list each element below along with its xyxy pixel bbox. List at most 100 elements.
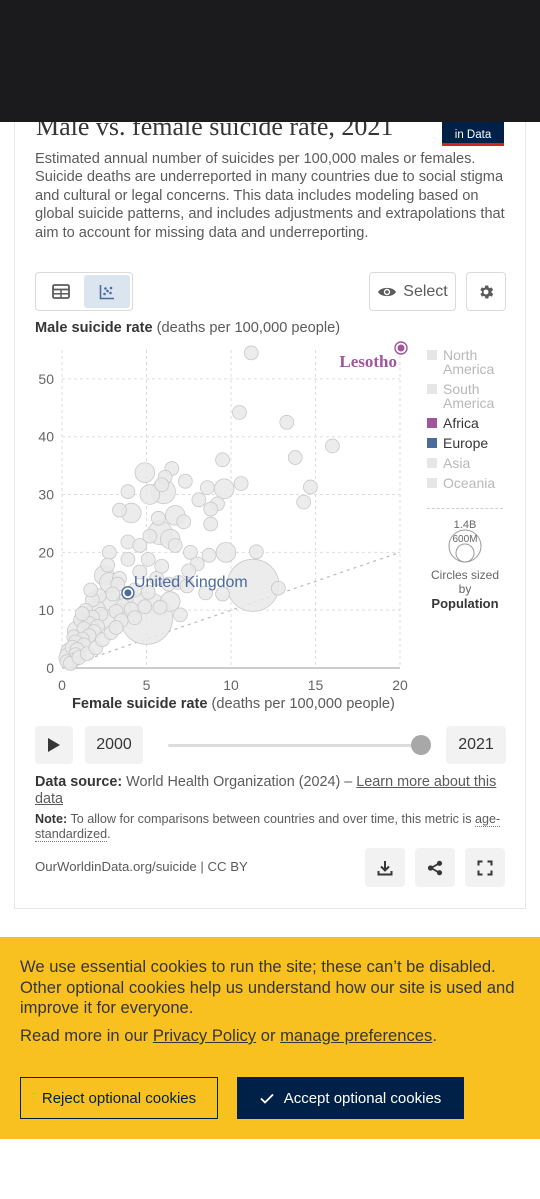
- data-point[interactable]: [201, 547, 217, 563]
- legend-label: Africa: [443, 415, 479, 431]
- data-point[interactable]: [120, 551, 136, 567]
- x-tick-label: 5: [143, 677, 151, 693]
- share-icon: [427, 860, 443, 875]
- data-point[interactable]: [167, 538, 183, 553]
- y-tick-label: 30: [38, 487, 54, 503]
- data-point[interactable]: [132, 538, 148, 553]
- legend-item-asia[interactable]: Asia: [427, 456, 517, 470]
- legend-item-africa[interactable]: Africa: [427, 416, 517, 430]
- data-point[interactable]: [248, 544, 264, 560]
- data-point[interactable]: [203, 501, 219, 517]
- chart-view-tab[interactable]: [84, 275, 130, 308]
- region-legend: North America South America Africa Europe As…: [427, 348, 517, 496]
- data-point[interactable]: [296, 494, 312, 510]
- y-tick-label: 40: [38, 429, 54, 445]
- manage-preferences-link[interactable]: manage preferences: [280, 1026, 433, 1045]
- data-point[interactable]: [101, 545, 117, 560]
- data-point[interactable]: [233, 476, 249, 491]
- data-point[interactable]: [108, 620, 124, 635]
- accept-cookies-button[interactable]: Accept optional cookies: [237, 1077, 464, 1119]
- y-axis-title-unit: (deaths per 100,000 people): [152, 320, 341, 336]
- reject-cookies-button[interactable]: Reject optional cookies: [20, 1077, 218, 1119]
- source-label: Data source:: [35, 774, 123, 790]
- legend-label: North America: [443, 347, 495, 377]
- timeline-track[interactable]: [168, 744, 423, 747]
- data-point[interactable]: [112, 502, 127, 518]
- data-point[interactable]: [183, 545, 198, 560]
- data-point[interactable]: [181, 563, 197, 579]
- share-button[interactable]: [415, 848, 455, 887]
- table-view-tab[interactable]: [38, 275, 84, 308]
- data-point[interactable]: [243, 345, 259, 361]
- data-point[interactable]: [132, 564, 148, 580]
- legend-swatch: [427, 458, 437, 468]
- play-button[interactable]: [35, 726, 73, 764]
- data-point[interactable]: [203, 516, 219, 532]
- data-point[interactable]: [270, 580, 286, 596]
- data-point[interactable]: [287, 450, 303, 465]
- data-point[interactable]: [199, 480, 215, 495]
- data-point[interactable]: [191, 492, 207, 508]
- note-label: Note:: [35, 812, 68, 826]
- logo-text: in Data: [454, 129, 492, 141]
- data-point[interactable]: [198, 585, 214, 601]
- data-point[interactable]: [105, 586, 121, 602]
- x-axis-title: Female suicide rate (deaths per 100,000 …: [72, 696, 395, 712]
- data-point[interactable]: [172, 607, 188, 623]
- end-year[interactable]: 2021: [446, 726, 506, 764]
- data-point[interactable]: [100, 557, 115, 573]
- legend-item-oceania[interactable]: Oceania: [427, 476, 517, 490]
- timeline-handle[interactable]: [411, 735, 431, 755]
- select-entities-button[interactable]: Select: [369, 272, 456, 311]
- data-point[interactable]: [150, 510, 166, 526]
- legend-item-north-america[interactable]: North America: [427, 348, 517, 376]
- data-point[interactable]: [178, 473, 193, 489]
- legend-swatch: [427, 350, 437, 360]
- data-point[interactable]: [325, 438, 340, 454]
- note-text: To allow for comparisons between countri…: [67, 812, 476, 826]
- x-tick-label: 0: [58, 677, 66, 693]
- y-axis-title: Male suicide rate (deaths per 100,000 pe…: [35, 320, 340, 336]
- data-point[interactable]: [215, 542, 237, 563]
- learn-more-link[interactable]: Learn more about this data: [35, 774, 497, 807]
- start-year[interactable]: 2000: [85, 726, 143, 764]
- gear-icon: [480, 284, 494, 299]
- data-point[interactable]: [83, 582, 99, 598]
- data-point[interactable]: [140, 551, 156, 567]
- data-point[interactable]: [140, 584, 156, 600]
- site-link[interactable]: OurWorldinData.org/suicide | CC BY: [35, 859, 248, 874]
- data-point[interactable]: [142, 528, 158, 544]
- scatter-plot[interactable]: 0 10 20 30 40 50 0 5 10 15 20 Lesotho United Kingdom: [20, 340, 420, 700]
- data-point[interactable]: [179, 578, 195, 594]
- status-bar: [0, 0, 540, 56]
- highlight-point[interactable]: [124, 589, 132, 597]
- data-point[interactable]: [176, 514, 192, 530]
- privacy-policy-link[interactable]: Privacy Policy: [152, 1026, 257, 1045]
- owid-logo[interactable]: in Data: [442, 122, 504, 146]
- data-point[interactable]: [215, 452, 230, 468]
- data-point[interactable]: [120, 484, 136, 500]
- download-button[interactable]: [365, 848, 405, 887]
- legend-item-south-america[interactable]: South America: [427, 382, 517, 410]
- data-point[interactable]: [154, 558, 170, 574]
- source-text: World Health Organization (2024) –: [122, 774, 357, 790]
- data-point[interactable]: [139, 484, 161, 505]
- fullscreen-button[interactable]: [465, 848, 505, 887]
- data-point[interactable]: [134, 462, 156, 483]
- data-point[interactable]: [152, 599, 168, 615]
- data-point[interactable]: [232, 405, 247, 420]
- data-point[interactable]: [303, 479, 318, 495]
- legend-label: Oceania: [443, 475, 496, 491]
- data-point[interactable]: [137, 599, 153, 615]
- data-point[interactable]: [215, 586, 230, 602]
- data-point[interactable]: [74, 606, 90, 622]
- legend-divider: [427, 508, 503, 509]
- data-point[interactable]: [154, 477, 170, 493]
- highlight-point[interactable]: [397, 344, 405, 352]
- legend-item-europe[interactable]: Europe: [427, 436, 517, 450]
- data-point[interactable]: [127, 610, 143, 626]
- settings-button[interactable]: [466, 272, 506, 311]
- data-point[interactable]: [214, 478, 235, 500]
- data-point[interactable]: [279, 414, 295, 430]
- age-standardized-link[interactable]: age-standardized: [35, 812, 501, 842]
